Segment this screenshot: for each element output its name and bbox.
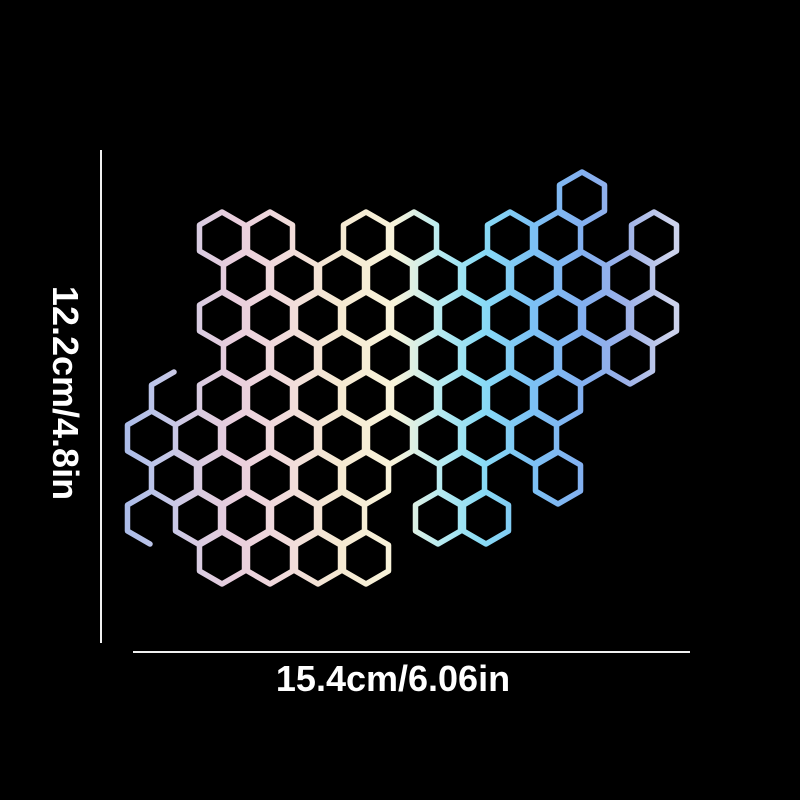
hexagon-cell (460, 489, 512, 547)
width-measure-line (133, 651, 690, 653)
hexagon-cell (412, 489, 464, 547)
width-dimension-label: 15.4cm/6.06in (275, 658, 511, 699)
hexagon-cell (532, 449, 584, 507)
hexagon-cell (604, 329, 656, 387)
partial-hexagon-cell (124, 489, 153, 547)
height-measure-line (100, 150, 102, 643)
hexagon-cell (244, 529, 296, 587)
hexagon-cell (292, 529, 344, 587)
hexagon-cell (340, 529, 392, 587)
hexagon-pattern (124, 169, 680, 587)
partial-hexagon-cell (124, 409, 153, 467)
hexagon-cell (196, 529, 248, 587)
partial-hexagon-cell (148, 369, 177, 427)
height-dimension-label: 12.2cm/4.8in (45, 285, 86, 501)
